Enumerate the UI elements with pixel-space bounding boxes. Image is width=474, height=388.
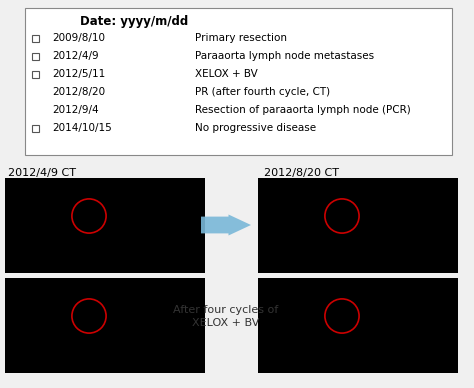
Bar bbox=[32, 52, 39, 59]
Bar bbox=[5, 278, 205, 373]
Text: XELOX + BV: XELOX + BV bbox=[192, 318, 260, 328]
Text: After four cycles of: After four cycles of bbox=[173, 305, 279, 315]
Text: Paraaorta lymph node metastases: Paraaorta lymph node metastases bbox=[195, 51, 374, 61]
Text: 2012/4/9 CT: 2012/4/9 CT bbox=[8, 168, 76, 178]
Text: Primary resection: Primary resection bbox=[195, 33, 287, 43]
Text: 2014/10/15: 2014/10/15 bbox=[52, 123, 112, 133]
Text: PR (after fourth cycle, CT): PR (after fourth cycle, CT) bbox=[195, 87, 330, 97]
Bar bbox=[32, 125, 39, 132]
Bar bbox=[25, 8, 452, 155]
Text: 2012/8/20: 2012/8/20 bbox=[52, 87, 105, 97]
Text: Date: yyyy/m/dd: Date: yyyy/m/dd bbox=[80, 16, 188, 28]
Text: 2012/5/11: 2012/5/11 bbox=[52, 69, 105, 79]
Bar bbox=[5, 178, 205, 273]
Text: 2012/8/20 CT: 2012/8/20 CT bbox=[264, 168, 339, 178]
Bar bbox=[258, 178, 458, 273]
Text: 2009/8/10: 2009/8/10 bbox=[52, 33, 105, 43]
Polygon shape bbox=[201, 215, 251, 236]
Bar bbox=[32, 35, 39, 42]
Bar bbox=[258, 278, 458, 373]
Text: XELOX + BV: XELOX + BV bbox=[195, 69, 258, 79]
Bar bbox=[32, 71, 39, 78]
Text: 2012/9/4: 2012/9/4 bbox=[52, 105, 99, 115]
Text: Resection of paraaorta lymph node (PCR): Resection of paraaorta lymph node (PCR) bbox=[195, 105, 411, 115]
Text: 2012/4/9: 2012/4/9 bbox=[52, 51, 99, 61]
Text: No progressive disease: No progressive disease bbox=[195, 123, 316, 133]
